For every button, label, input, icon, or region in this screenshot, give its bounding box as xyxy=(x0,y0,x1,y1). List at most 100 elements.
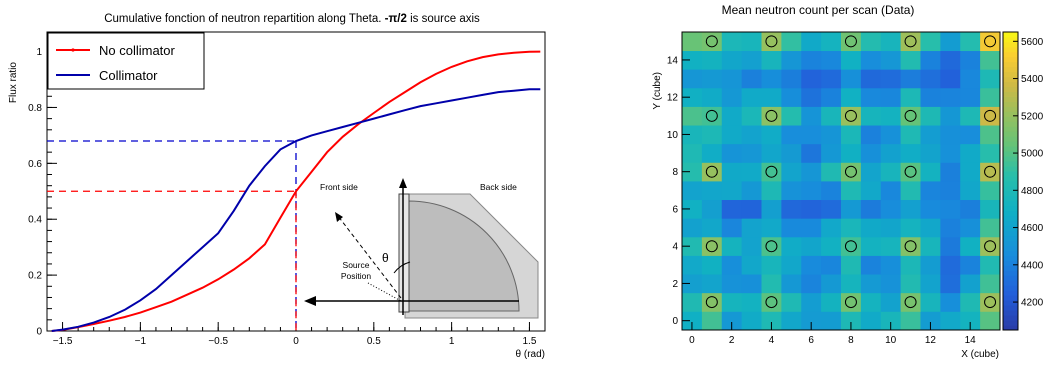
heatmap-cell xyxy=(841,32,862,52)
heatmap-cell xyxy=(741,199,762,219)
heatmap-cell xyxy=(701,181,723,201)
heatmap-cell xyxy=(801,50,822,70)
heatmap-cell xyxy=(741,236,762,256)
heatmap-cell xyxy=(841,236,862,256)
heatmap-cell xyxy=(781,181,802,201)
heatmap-cell xyxy=(682,236,703,256)
heatmap-cell xyxy=(682,69,703,89)
heatmap-cell xyxy=(721,199,743,219)
heatmap-cell xyxy=(900,50,921,70)
source-marker xyxy=(844,109,857,122)
colorbar-tick-label: 4800 xyxy=(1021,186,1044,197)
heatmap-cell xyxy=(841,50,862,70)
colorbar-segment xyxy=(1003,305,1018,311)
source-marker xyxy=(705,240,718,253)
x-tick-label: −1 xyxy=(135,336,147,347)
heatmap-cell xyxy=(980,181,1001,201)
series-line xyxy=(51,50,541,332)
heatmap-cell xyxy=(940,236,961,256)
heatmap-cell xyxy=(821,162,842,182)
heatmap-cell xyxy=(761,50,782,70)
heatmap-cell xyxy=(841,218,862,238)
heatmap-cell xyxy=(940,143,961,163)
heatmap-cell xyxy=(781,162,802,182)
heatmap-cell xyxy=(821,69,842,89)
inset-back-label: Back side xyxy=(480,182,517,192)
heatmap-cell xyxy=(960,125,981,145)
heatmap-cell xyxy=(741,50,762,70)
colorbar-segment xyxy=(1003,41,1018,48)
heatmap-cell xyxy=(920,69,941,89)
heatmap-cell xyxy=(701,87,723,107)
heatmap-cell xyxy=(880,87,902,107)
heatmap-cell xyxy=(880,236,902,256)
heatmap-y-axis-label: Y (cube) xyxy=(652,72,663,110)
heatmap-cell xyxy=(682,32,703,52)
colorbar-segment xyxy=(1003,235,1018,241)
heatmap-cell xyxy=(940,32,961,52)
heatmap-cell xyxy=(920,255,941,275)
inset-theta-label: θ xyxy=(382,251,389,265)
heatmap-cell xyxy=(701,199,723,219)
heatmap-cell xyxy=(960,106,981,126)
heatmap-cell xyxy=(821,87,842,107)
heatmap-cell xyxy=(781,311,802,331)
heatmap-title: Mean neutron count per scan (Data) xyxy=(722,3,915,17)
colorbar-segment xyxy=(1003,32,1018,38)
heatmap-cell xyxy=(920,106,941,126)
heatmap-cell xyxy=(741,311,762,331)
heatmap-cell xyxy=(860,311,882,331)
colorbar-segment xyxy=(1003,46,1018,53)
colorbar-tick-label: 4200 xyxy=(1021,298,1044,309)
heatmap-cell xyxy=(940,255,961,275)
heatmap-cell xyxy=(701,69,723,89)
source-marker xyxy=(904,109,917,122)
colorbar-segment xyxy=(1003,66,1018,73)
heatmap-cell xyxy=(701,50,723,70)
heatmap-cell xyxy=(682,162,703,182)
heatmap-cell xyxy=(960,311,981,331)
colorbar-segment xyxy=(1003,285,1018,291)
heatmap-cell xyxy=(781,143,802,163)
heatmap-cell xyxy=(701,106,723,126)
heatmap-cell xyxy=(860,69,882,89)
heatmap-cell xyxy=(761,255,782,275)
heatmap-cell xyxy=(741,69,762,89)
colorbar-segment xyxy=(1003,295,1018,301)
heatmap-cell xyxy=(920,181,941,201)
heatmap-cell xyxy=(860,292,882,312)
heatmap-cell xyxy=(860,274,882,294)
y-tick-label: 0.4 xyxy=(28,215,42,226)
heatmap-cell xyxy=(940,50,961,70)
x-tick-label: −1.5 xyxy=(53,336,73,347)
heatmap-cell xyxy=(821,218,842,238)
colorbar-segment xyxy=(1003,190,1018,197)
heatmap-cell xyxy=(841,199,862,219)
heatmap-cell xyxy=(701,162,723,182)
heatmap-cell xyxy=(841,87,862,107)
heatmap-cell xyxy=(920,274,941,294)
collimator-shield xyxy=(408,200,520,312)
heatmap-cell xyxy=(701,236,723,256)
heatmap-cell xyxy=(682,274,703,294)
y-tick-label: 12 xyxy=(667,93,679,104)
legend-label: No collimator xyxy=(99,43,176,58)
heatmap-cell xyxy=(920,32,941,52)
source-marker xyxy=(765,296,778,309)
colorbar-segment xyxy=(1003,126,1018,132)
heatmap-cell xyxy=(821,236,842,256)
chart-title-suffix: is source axis xyxy=(410,13,480,25)
source-marker xyxy=(705,109,718,122)
heatmap-cell xyxy=(900,311,921,331)
heatmap-cell xyxy=(741,181,762,201)
colorbar-segment xyxy=(1003,111,1018,117)
heatmap-cell xyxy=(980,255,1001,275)
heatmap-cell xyxy=(920,311,941,331)
arrowhead xyxy=(335,212,343,222)
heatmap-cell xyxy=(701,255,723,275)
heatmap-cell xyxy=(980,199,1001,219)
heatmap-cell xyxy=(821,143,842,163)
chart-title-math: -π/2 xyxy=(385,13,407,25)
theta-arc xyxy=(393,261,411,274)
colorbar-tick-label: 5600 xyxy=(1021,37,1044,48)
